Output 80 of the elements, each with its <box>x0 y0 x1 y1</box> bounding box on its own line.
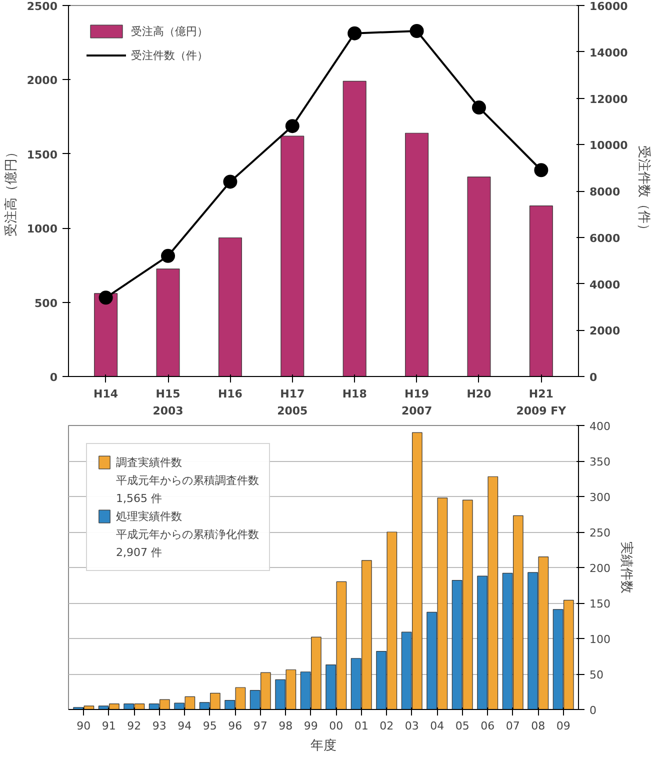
y2-tick-label: 100 <box>590 633 610 646</box>
y2-tick-label: 14000 <box>590 46 628 60</box>
annotation: 平成元年からの累積浄化件数 <box>116 526 259 542</box>
y2-tick-label: 0 <box>590 704 596 717</box>
x-tick-label: 00 <box>329 720 344 732</box>
legend-label: 調査実績件数 <box>116 454 182 470</box>
bar <box>156 268 180 376</box>
y2-tick-label: 50 <box>590 668 604 682</box>
y2-tick-label: 300 <box>590 491 610 504</box>
x-tick-label: 09 <box>556 720 570 732</box>
annotation: 平成元年からの累積調査件数 <box>116 472 259 488</box>
y2-tick-label: 16000 <box>590 0 628 13</box>
x-tick-label: H21 2009 FY <box>516 388 568 418</box>
x-tick-label: H19 2007 <box>401 388 432 418</box>
x-tick-label: 90 <box>76 720 91 732</box>
x-tick-label: 01 <box>354 720 368 732</box>
bar <box>342 80 366 376</box>
y-tick-label: 2500 <box>26 0 58 13</box>
y2-axis-title: 受注件数（件） <box>636 146 651 236</box>
y2-tick-label: 10000 <box>590 139 628 152</box>
point <box>534 163 548 178</box>
y-tick-label: 1500 <box>26 148 58 162</box>
point <box>223 174 238 189</box>
y-tick-label: 0 <box>50 371 58 384</box>
x-tick-label: 95 <box>202 720 217 732</box>
x-tick-label: 91 <box>102 720 116 732</box>
x-tick-label: 97 <box>253 720 268 732</box>
point <box>161 248 176 263</box>
annotation: 1,565 件 <box>116 490 162 506</box>
x-tick-label: 07 <box>506 720 520 732</box>
legend-label: 処理実績件数 <box>116 508 182 524</box>
point <box>472 100 486 115</box>
bar <box>529 206 553 376</box>
y2-axis-title: 実績件数 <box>618 542 634 594</box>
x-tick-label: H14 <box>94 388 118 400</box>
y2-tick-label: 12000 <box>590 92 628 106</box>
point <box>285 119 300 134</box>
x-tick-label: 99 <box>304 720 318 732</box>
y2-tick-label: 6000 <box>590 232 620 245</box>
y-tick-label: 500 <box>34 296 58 310</box>
point <box>410 24 424 38</box>
legend-label: 受注高（億円） <box>131 24 208 39</box>
x-tick-label: H20 <box>466 388 492 400</box>
x-axis-title: 年度 <box>310 738 336 752</box>
y2-tick-label: 400 <box>590 420 610 433</box>
x-tick-label: H16 <box>218 388 243 400</box>
x-tick-label: 03 <box>404 720 419 732</box>
bar <box>94 293 118 376</box>
annotation: 2,907 件 <box>116 544 162 560</box>
y2-tick-label: 250 <box>590 526 610 540</box>
y-tick-label: 1000 <box>26 222 58 236</box>
x-tick-label: H15 2003 <box>152 388 184 418</box>
point <box>98 290 113 305</box>
x-tick-label: 98 <box>278 720 293 732</box>
y2-tick-label: 2000 <box>590 324 620 338</box>
y-axis-title: 受注高（億円） <box>2 146 19 236</box>
bar <box>218 237 242 376</box>
x-tick-label: H18 <box>342 388 367 400</box>
x-tick-label: 05 <box>455 720 470 732</box>
y2-tick-label: 200 <box>590 562 610 575</box>
x-tick-label: 04 <box>430 720 444 732</box>
point <box>348 26 362 40</box>
bar <box>467 176 491 376</box>
y-tick-label: 2000 <box>26 74 58 88</box>
x-tick-label: H17 2005 <box>277 388 308 418</box>
bar <box>405 132 429 376</box>
y2-tick-label: 0 <box>590 371 598 384</box>
y2-tick-label: 4000 <box>590 278 620 292</box>
x-tick-label: 94 <box>178 720 192 732</box>
x-tick-label: 93 <box>152 720 166 732</box>
y2-tick-label: 350 <box>590 456 610 468</box>
x-tick-label: 92 <box>127 720 142 732</box>
y2-tick-label: 8000 <box>590 186 620 198</box>
x-tick-label: 96 <box>228 720 242 732</box>
x-tick-label: 02 <box>380 720 394 732</box>
bar <box>280 136 304 376</box>
y2-tick-label: 150 <box>590 598 610 610</box>
x-tick-label: 08 <box>531 720 546 732</box>
x-tick-label: 06 <box>480 720 495 732</box>
legend-label: 受注件数（件） <box>131 48 208 63</box>
